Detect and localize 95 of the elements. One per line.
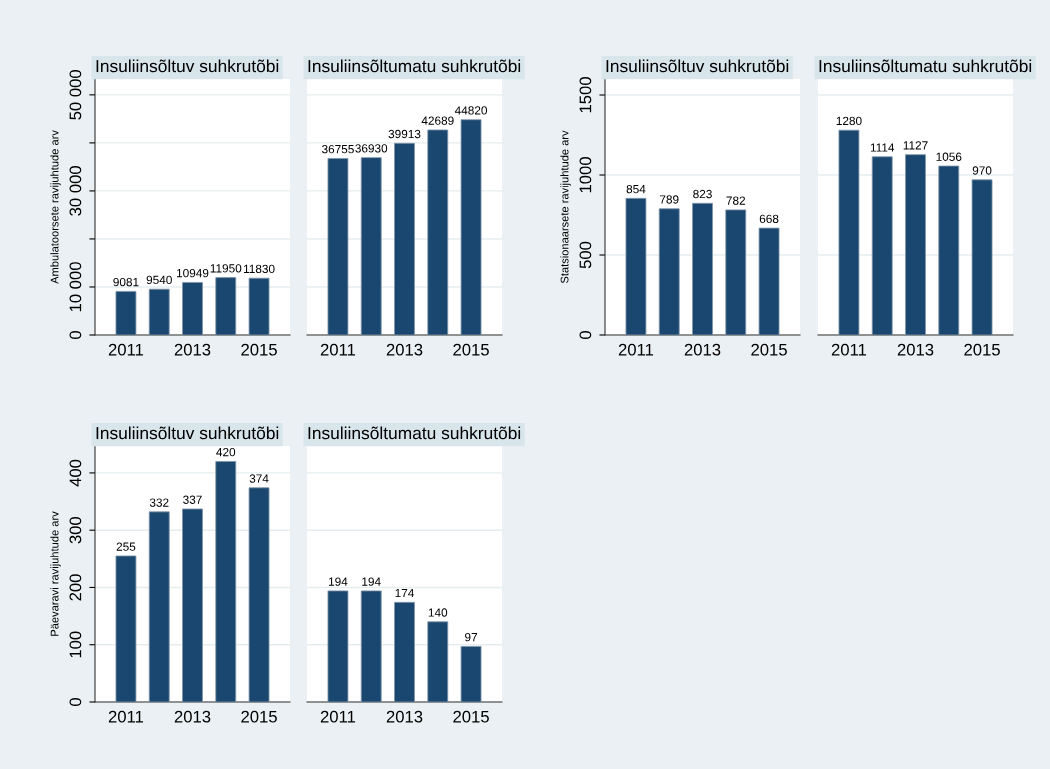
bar [215,461,237,702]
x-tick-label: 2013 [174,343,211,356]
chart-title: Insuliinsõltuv suhkrutõbi [96,59,279,73]
y-tick-label: 0 [579,331,592,339]
bar [427,129,449,335]
bar [871,156,893,335]
data-label: 194 [362,577,381,586]
bar [360,590,382,702]
data-label: 255 [116,542,136,551]
data-label: 36930 [355,144,388,153]
y-tick-label: 100 [69,631,82,658]
bar [248,487,270,702]
data-label: 789 [659,195,679,204]
data-label: 140 [428,608,448,617]
x-tick-label: 2013 [174,710,211,723]
x-tick-label: 2015 [453,710,489,723]
x-tick-label: 2013 [897,343,934,356]
data-label: 174 [395,589,414,598]
y-axis-title: Päevaravi ravijuhtude arv [50,511,61,636]
x-tick-label: 2011 [108,343,144,356]
data-label: 11950 [210,264,242,273]
x-tick-label: 2011 [320,710,356,723]
chart-title: Insuliinsõltumatu suhkrutõbi [308,426,521,440]
x-tick-label: 2013 [386,710,423,723]
bar [838,129,860,335]
y-axis-title: Ambulatoorsete ravijuhtude arv [50,130,61,284]
x-tick-label: 2013 [684,343,721,356]
data-label: 970 [972,166,992,175]
data-label: 420 [216,447,236,457]
chart-title: Insuliinsõltumatu suhkrutõbi [308,59,521,73]
bar [658,208,680,335]
data-label: 194 [329,577,348,586]
data-label: 44820 [454,106,488,115]
y-tick-label: 500 [579,241,592,269]
y-tick-label: 300 [69,516,82,544]
y-tick-label: 0 [69,698,82,706]
data-label: 36755 [321,144,354,154]
data-label: 332 [149,498,169,507]
data-label: 1114 [870,143,895,152]
x-tick-label: 2011 [108,710,144,723]
bar [115,555,137,702]
bar [460,646,482,702]
chart-title: Insuliinsõltuv suhkrutõbi [606,59,789,73]
bar [182,508,203,702]
data-label: 42689 [421,116,454,125]
bar [148,511,170,702]
bar [938,165,960,335]
x-tick-label: 2013 [386,343,423,356]
data-label: 854 [626,184,646,194]
y-axis-title: Statsionaarsete ravijuhtude arv [560,130,571,284]
data-label: 1056 [936,152,962,161]
data-label: 97 [465,632,478,642]
data-label: 9540 [146,275,172,285]
y-tick-label: 30 000 [69,166,82,216]
data-label: 337 [183,495,202,504]
bar [327,590,349,702]
bar [427,621,449,702]
bar [971,179,993,335]
bar [625,197,647,335]
x-tick-label: 2011 [618,343,654,356]
y-tick-label: 1500 [579,77,592,113]
bar [327,158,349,335]
data-label: 11830 [243,264,275,274]
chart-title: Insuliinsõltuv suhkrutõbi [96,426,279,440]
y-tick-label: 200 [69,574,82,601]
data-label: 668 [759,214,779,224]
data-label: 9081 [113,277,139,287]
bar [394,142,415,335]
y-tick-label: 400 [69,459,82,487]
x-tick-label: 2011 [320,343,356,356]
bar [758,227,780,335]
data-label: 782 [726,196,746,205]
bar [460,119,482,335]
x-tick-label: 2011 [831,343,867,356]
y-tick-label: 0 [69,331,82,339]
data-label: 1280 [836,116,862,126]
x-tick-label: 2015 [964,343,1000,356]
data-label: 823 [693,189,712,199]
data-label: 374 [249,474,269,483]
x-tick-label: 2015 [241,710,277,723]
chart-title: Insuliinsõltumatu suhkrutõbi [819,59,1032,73]
bar [360,157,382,335]
data-label: 10949 [176,268,209,278]
y-tick-label: 50 000 [69,70,82,120]
bar [905,154,926,335]
y-tick-label: 10 000 [69,262,82,312]
bar [725,209,747,335]
data-label: 1127 [903,141,928,150]
x-tick-label: 2015 [751,343,787,356]
y-tick-label: 1000 [579,157,592,193]
data-label: 39913 [388,129,421,139]
bar [692,202,713,335]
x-tick-label: 2015 [453,343,489,356]
x-tick-label: 2015 [241,343,277,356]
bar [394,601,415,702]
